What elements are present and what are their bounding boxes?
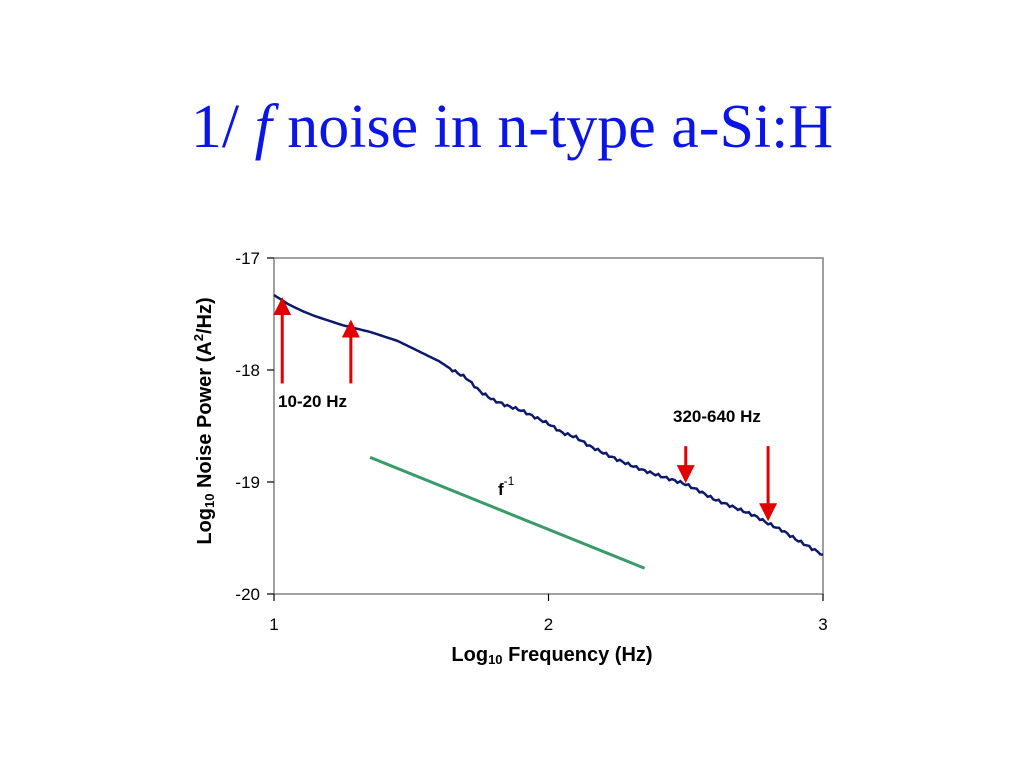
reference-line-label: f-1 [498, 474, 515, 499]
slide-title: 1/ f noise in n-type a-Si:H [0, 96, 1024, 158]
x-tick-label: 2 [544, 615, 553, 634]
f-inverse-reference-line [369, 455, 646, 570]
tick-marks [267, 257, 824, 601]
annotation-label-320-640-hz: 320-640 Hz [673, 407, 761, 426]
y-tick-label: -18 [235, 361, 260, 380]
noise-power-series [273, 293, 824, 557]
y-tick-label: -20 [235, 585, 260, 604]
annotation-arrows [273, 297, 778, 522]
title-italic-f: f [254, 93, 272, 161]
y-tick-label: -17 [235, 249, 260, 268]
plot-frame [273, 257, 824, 595]
x-axis-label: Log10 Frequency (Hz) [451, 644, 652, 667]
x-tick-label: 1 [269, 615, 278, 634]
title-prefix: 1/ [190, 93, 255, 161]
title-suffix: noise in n-type a-Si:H [271, 93, 834, 161]
y-tick-label: -19 [235, 473, 260, 492]
y-axis-label: Log10 Noise Power (A2/Hz) [191, 297, 217, 544]
annotation-label-10-20-hz: 10-20 Hz [278, 392, 347, 411]
tick-labels: 1 2 3 -17 -18 -19 -20 [235, 249, 827, 634]
x-tick-label: 3 [818, 615, 827, 634]
